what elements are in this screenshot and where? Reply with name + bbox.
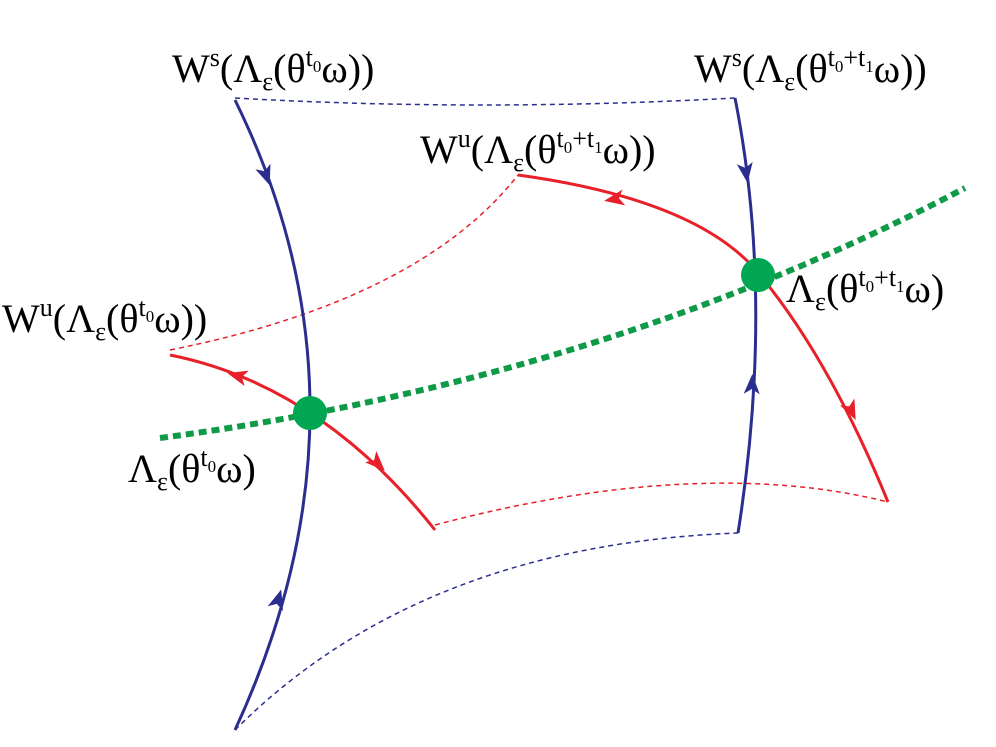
label-part: s [732, 43, 742, 72]
label-part: ω)) [874, 46, 927, 91]
label-part: ε [157, 467, 168, 496]
label-part: 0 [313, 57, 322, 76]
label-part: +t [572, 124, 595, 153]
label-part: W [2, 296, 40, 341]
label-part: ε [815, 287, 826, 316]
label-part: ω) [216, 446, 256, 491]
dashed-red [434, 482, 889, 526]
label-part: u [458, 124, 471, 153]
label-part: ε [784, 67, 795, 96]
label-part: (θ [795, 46, 827, 91]
label-part: ω)) [154, 296, 207, 341]
label-part: (Λ [471, 127, 513, 172]
label-part: W [420, 127, 458, 172]
label-part: ω)) [321, 46, 374, 91]
label-part: (θ [524, 127, 556, 172]
stable-manifold [733, 97, 758, 534]
point [741, 258, 775, 292]
label-part: t [828, 43, 836, 72]
point [293, 396, 327, 430]
label-part: ω) [905, 266, 945, 311]
dashed-blue [234, 532, 739, 731]
label-part: s [210, 43, 220, 72]
label-part: (Λ [53, 296, 95, 341]
label-part: (θ [168, 446, 200, 491]
unstable-manifold [517, 173, 890, 503]
label: Wu(Λε(θt0ω)) [2, 293, 207, 346]
label: Λε(θt0ω) [128, 443, 256, 496]
dashed-red [169, 174, 519, 351]
label-part: ε [262, 67, 273, 96]
label-part: 0 [146, 307, 155, 326]
label-part: ε [513, 148, 524, 177]
label-part: 1 [896, 277, 905, 296]
dashed-blue [234, 97, 736, 106]
label-part: 0 [564, 138, 573, 157]
label-part: (θ [106, 296, 138, 341]
label-part: 0 [208, 457, 217, 476]
label-part: W [172, 46, 210, 91]
label-part: t [858, 263, 866, 292]
label-part: t [306, 43, 314, 72]
label-part: (Λ [742, 46, 784, 91]
label-part: +t [843, 43, 866, 72]
label-part: (θ [273, 46, 305, 91]
label-part: t [557, 124, 565, 153]
invariant-curve [159, 185, 967, 441]
label-part: 0 [835, 57, 844, 76]
label-part: Λ [128, 446, 157, 491]
label-part: (θ [826, 266, 858, 311]
label: Ws(Λε(θt0+t1ω)) [694, 43, 927, 96]
label-part: t [139, 293, 147, 322]
label-part: +t [874, 263, 897, 292]
label-part: ω)) [603, 127, 656, 172]
label-part: u [40, 293, 53, 322]
label-part: 0 [866, 277, 875, 296]
label: Ws(Λε(θt0ω)) [172, 43, 374, 96]
label-part: t [200, 443, 208, 472]
label-part: 1 [594, 138, 603, 157]
label-part: Λ [786, 266, 815, 311]
label-part: 1 [865, 57, 874, 76]
label-part: W [694, 46, 732, 91]
label-part: (Λ [220, 46, 262, 91]
label-part: ε [95, 317, 106, 346]
arrows [227, 161, 856, 611]
label: Λε(θt0+t1ω) [786, 263, 944, 316]
label: Wu(Λε(θt0+t1ω)) [420, 124, 656, 177]
